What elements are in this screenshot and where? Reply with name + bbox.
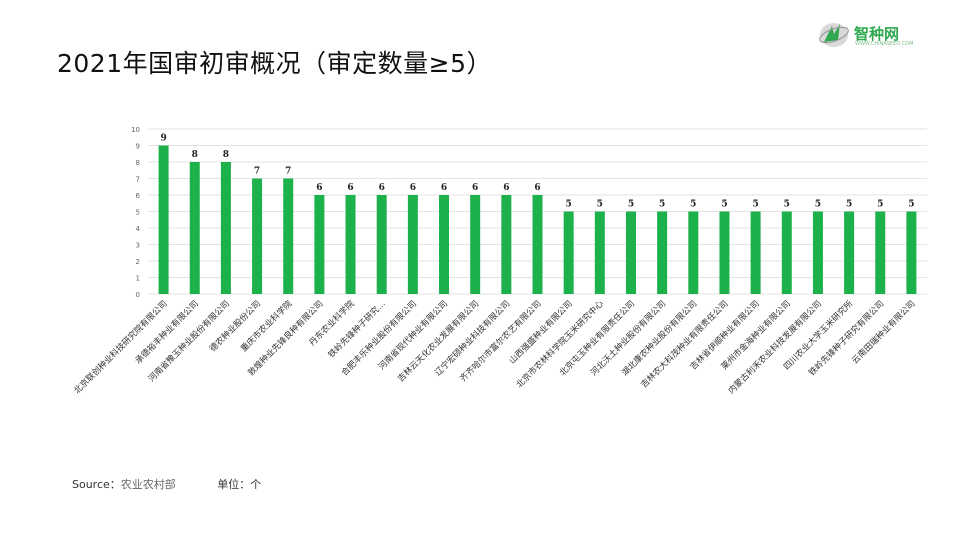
data-label: 6 — [347, 183, 353, 193]
unit-label: 单位：个 — [217, 478, 262, 491]
y-tick-label: 7 — [136, 176, 140, 184]
bar-chart: 0123456789109北京联创种业科技研究院有限公司8承德裕丰种业有限公司8… — [72, 126, 927, 396]
source-value: 农业农村部 — [120, 478, 176, 491]
bar — [812, 211, 823, 294]
data-label: 6 — [472, 183, 478, 193]
bar — [470, 195, 481, 294]
bar — [252, 178, 263, 294]
logo-subtitle: WWW.CHINASEED.COM — [855, 41, 914, 47]
bar — [532, 195, 543, 294]
logo-name: 智种网 — [854, 25, 900, 43]
y-tick-label: 10 — [131, 126, 140, 134]
data-label: 5 — [784, 200, 790, 210]
y-tick-label: 2 — [136, 258, 140, 266]
bar — [314, 195, 325, 294]
data-label: 5 — [815, 200, 821, 210]
data-label: 6 — [503, 183, 509, 193]
bar — [750, 211, 761, 294]
data-label: 5 — [908, 200, 914, 210]
x-tick-label: 铁岭先锋种子研究… — [326, 298, 388, 360]
data-label: 9 — [160, 134, 166, 144]
bar — [439, 195, 450, 294]
data-label: 6 — [441, 183, 447, 193]
data-label: 5 — [566, 200, 572, 210]
bar — [594, 211, 605, 294]
y-tick-label: 9 — [136, 143, 140, 151]
data-label: 6 — [410, 183, 416, 193]
data-label: 5 — [752, 200, 758, 210]
data-label: 7 — [285, 167, 291, 177]
data-label: 7 — [254, 167, 260, 177]
bar — [345, 195, 356, 294]
data-label: 5 — [846, 200, 852, 210]
data-label: 5 — [721, 200, 727, 210]
data-label: 5 — [628, 200, 634, 210]
data-label: 6 — [379, 183, 385, 193]
data-label: 5 — [659, 200, 665, 210]
bar — [875, 211, 886, 294]
bar — [407, 195, 418, 294]
x-tick-label: 德农种业股份公司 — [207, 298, 263, 354]
bar — [781, 211, 792, 294]
bar — [844, 211, 855, 294]
y-tick-label: 0 — [136, 291, 140, 299]
data-label: 8 — [192, 150, 198, 160]
y-tick-label: 8 — [136, 159, 140, 167]
bar — [563, 211, 574, 294]
bar — [189, 162, 200, 294]
data-label: 8 — [223, 150, 229, 160]
data-label: 6 — [316, 183, 322, 193]
data-label: 5 — [597, 200, 603, 210]
page-title: 2021年国审初审概况（审定数量≥5） — [57, 49, 492, 78]
y-tick-label: 4 — [136, 225, 141, 233]
data-label: 5 — [690, 200, 696, 210]
bar — [657, 211, 668, 294]
bar — [688, 211, 699, 294]
bar — [501, 195, 512, 294]
data-label: 5 — [877, 200, 883, 210]
source-label: Source： — [72, 478, 121, 491]
brand-logo: 智种网 WWW.CHINASEED.COM — [818, 20, 928, 52]
chart-footer: Source：农业农村部 单位：个 — [72, 476, 261, 492]
bar — [376, 195, 387, 294]
x-tick-label: 重庆市农业科学院 — [238, 298, 294, 354]
data-label: 6 — [534, 183, 540, 193]
logo-icon — [819, 23, 849, 47]
y-tick-label: 1 — [136, 275, 140, 283]
bar — [283, 178, 294, 294]
bar — [625, 211, 636, 294]
bar — [158, 145, 169, 294]
y-tick-label: 5 — [136, 209, 140, 217]
y-tick-label: 3 — [136, 242, 140, 250]
bar — [220, 162, 231, 294]
y-tick-label: 6 — [136, 192, 141, 200]
bar — [719, 211, 730, 294]
bar — [906, 211, 917, 294]
